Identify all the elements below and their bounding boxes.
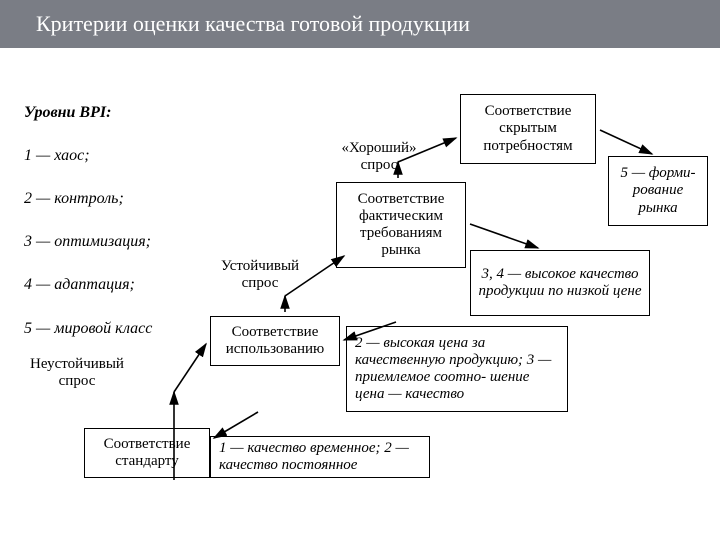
legend-line-1: 1 — хаос; <box>24 145 152 167</box>
box-level-2-3: 2 — высокая цена за качественную продукц… <box>346 326 568 412</box>
legend-block: Уровни BPI: 1 — хаос; 2 — контроль; 3 — … <box>24 80 152 361</box>
legend-line-5: 5 — мировой класс <box>24 318 152 340</box>
page-title: Критерии оценки качества готовой продукц… <box>36 11 470 37</box>
label-unsteady-demand: Неустойчивый спрос <box>22 356 132 391</box>
label-good-demand: «Хороший» спрос <box>334 140 424 175</box>
box-standard-conformance: Соответствие стандарту <box>84 428 210 478</box>
box-level-5: 5 — форми- рование рынка <box>608 156 708 226</box>
box-level-1-2: 1 — качество временное; 2 — качество пос… <box>210 436 430 478</box>
page-header: Критерии оценки качества готовой продукц… <box>0 0 720 48</box>
label-steady-demand: Устойчивый спрос <box>210 258 310 293</box>
legend-line-2: 2 — контроль; <box>24 188 152 210</box>
box-use-conformance: Соответствие использованию <box>210 316 340 366</box>
legend-line-4: 4 — адаптация; <box>24 274 152 296</box>
legend-line-3: 3 — оптимизация; <box>24 231 152 253</box>
box-market-requirements: Соответствие фактическим требованиям рын… <box>336 182 466 268</box>
box-hidden-needs: Соответствие скрытым потребностям <box>460 94 596 164</box>
box-level-3-4: 3, 4 — высокое качество продукции по низ… <box>470 250 650 316</box>
legend-title: Уровни BPI: <box>24 102 152 124</box>
